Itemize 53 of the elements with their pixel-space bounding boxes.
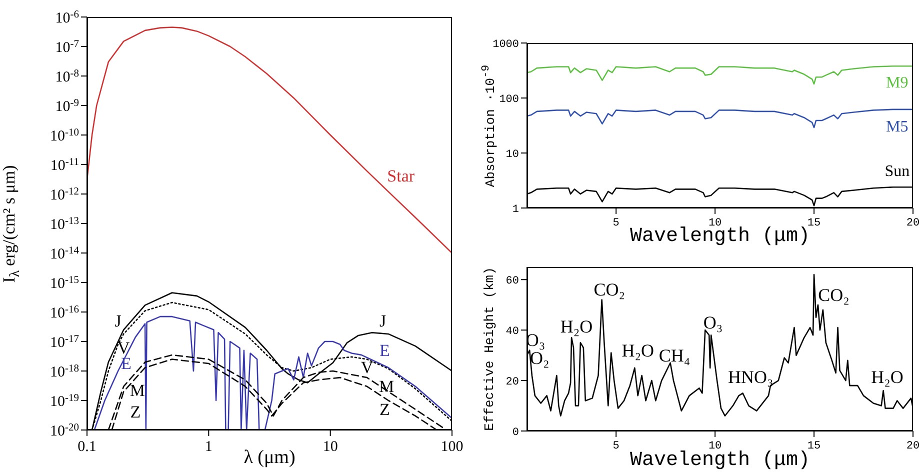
x-tick-label: 20: [906, 217, 920, 230]
y-tick-label: 0: [512, 426, 519, 439]
y-tick-label: 60: [506, 275, 519, 288]
y-tick-label: 1: [512, 204, 520, 216]
annotation: E: [380, 340, 390, 360]
y-tick-label: 10: [506, 148, 519, 161]
x-tick-label: 100: [440, 438, 464, 455]
annotation: H₂O: [871, 366, 904, 387]
annotation: J: [380, 311, 387, 330]
y-axis-title: Effective Height (km): [482, 267, 498, 431]
series-label: M5: [886, 118, 908, 136]
series-label: Star: [387, 166, 415, 186]
x-tick-label: 10: [322, 438, 338, 455]
annotation: Z: [380, 400, 390, 419]
x-tick-label: 5: [612, 217, 620, 230]
x-tick-label: 5: [612, 440, 620, 452]
y-tick-label: 1000: [492, 38, 519, 51]
y-tick-label: 10$^{-7}$: [55, 38, 79, 56]
y-tick-label: 10$^{-17}$: [50, 333, 79, 351]
y-tick-label: 10$^{-14}$: [50, 244, 80, 262]
x-tick-label: 1: [204, 438, 212, 455]
x-tick-label: 20: [906, 440, 920, 452]
y-tick-label: 10$^{-20}$: [50, 422, 79, 440]
annotation: H₂O: [622, 340, 654, 360]
series-label: Z: [130, 402, 141, 422]
y-tick-label: 100: [499, 94, 519, 106]
series-label: M9: [886, 74, 908, 92]
y-tick-label: 40: [506, 326, 519, 338]
annotation: HNO₃: [728, 366, 774, 387]
y-tick-label: 10$^{-16}$: [50, 304, 79, 322]
annotation: V: [360, 358, 374, 378]
annotation: CH₄: [658, 345, 690, 366]
annotation: H₂O: [560, 316, 593, 336]
annotation: O₃: [703, 312, 723, 333]
series-label: M: [130, 380, 146, 400]
y-tick-label: 10$^{-13}$: [50, 215, 79, 233]
x-tick-label: 0.1: [78, 438, 96, 455]
y-tick-label: 10$^{-6}$: [55, 8, 79, 26]
annotation: CO₂: [594, 280, 625, 300]
y-tick-label: 10$^{-9}$: [55, 97, 79, 115]
series-label: Sun: [884, 163, 910, 180]
y-tick-label: 10$^{-15}$: [50, 274, 79, 292]
y-tick-label: 10$^{-18}$: [50, 362, 79, 380]
y-tick-label: 10$^{-8}$: [55, 68, 79, 86]
y-tick-label: 20: [506, 376, 519, 388]
y-tick-label: 10$^{-11}$: [50, 156, 79, 174]
y-tick-label: 10$^{-12}$: [50, 186, 79, 204]
y-tick-label: 10$^{-19}$: [50, 392, 79, 410]
series-label: V: [117, 338, 130, 358]
series-label: J: [114, 311, 122, 330]
y-tick-label: 10$^{-10}$: [50, 126, 79, 144]
x-axis-title: λ (μm): [244, 447, 296, 468]
annotation: CO₂: [818, 284, 850, 305]
